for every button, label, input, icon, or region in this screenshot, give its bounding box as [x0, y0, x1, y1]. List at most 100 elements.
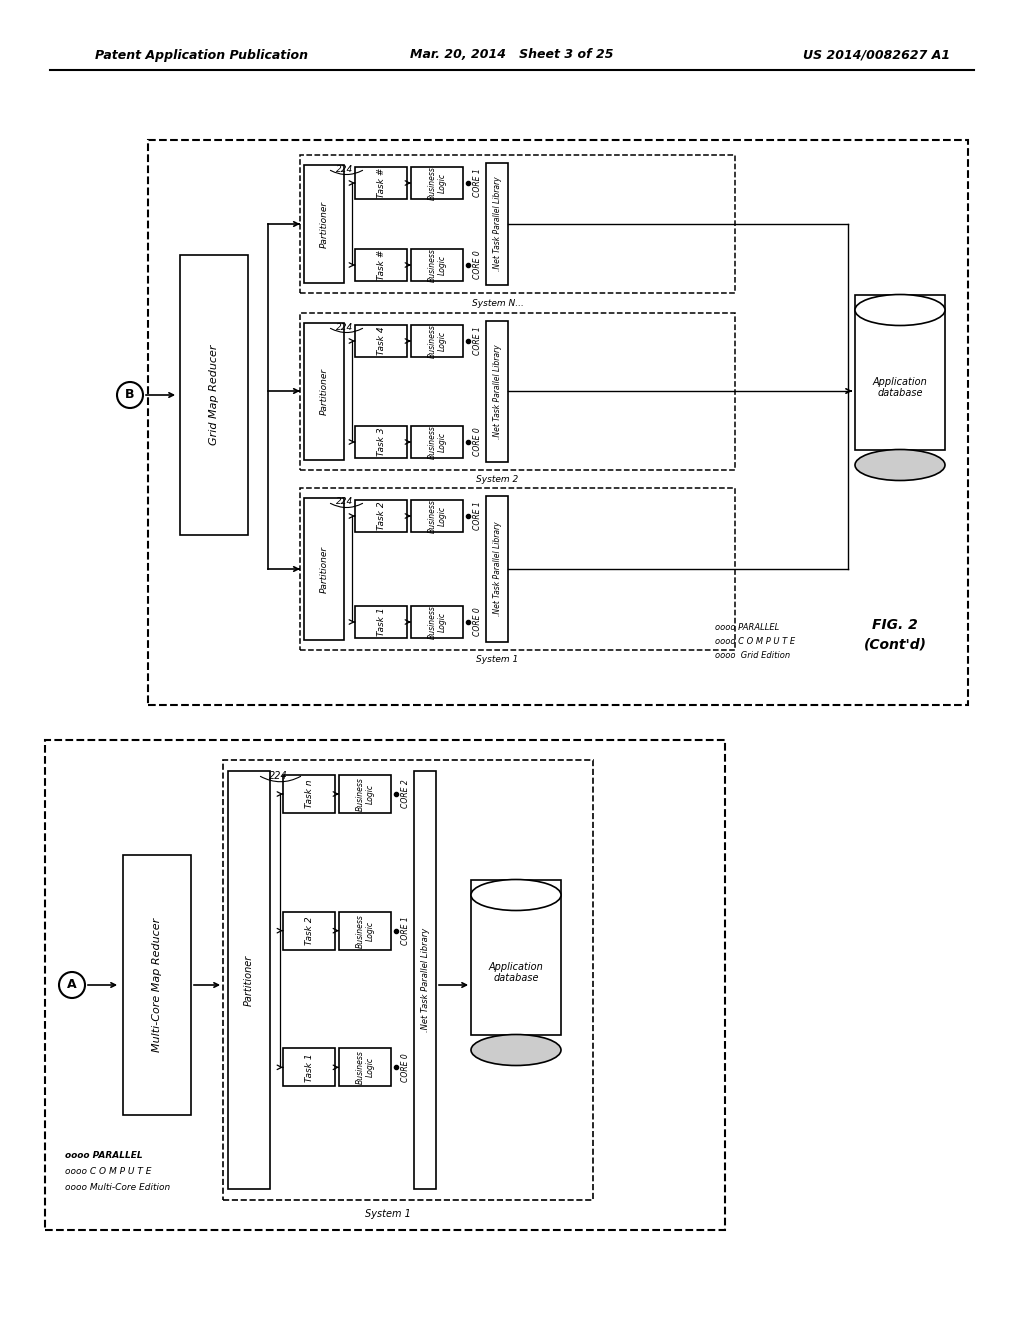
Text: Partitioner: Partitioner [244, 954, 254, 1006]
Bar [300, 154, 735, 293]
Bar [411, 249, 463, 281]
Text: Task 4: Task 4 [377, 326, 385, 355]
Bar [355, 168, 407, 199]
Bar [411, 325, 463, 356]
Text: Business
Logic: Business Logic [427, 605, 446, 639]
Text: Business
Logic: Business Logic [427, 166, 446, 199]
Bar [355, 325, 407, 356]
Bar [411, 168, 463, 199]
Bar [339, 1048, 391, 1086]
Text: Partitioner: Partitioner [319, 201, 329, 248]
Text: Mar. 20, 2014   Sheet 3 of 25: Mar. 20, 2014 Sheet 3 of 25 [411, 49, 613, 62]
Text: .Net Task Parallel Library: .Net Task Parallel Library [493, 521, 502, 616]
Text: System 1: System 1 [476, 656, 518, 664]
Text: oooo PARALLEL: oooo PARALLEL [65, 1151, 142, 1159]
Text: Business
Logic: Business Logic [355, 913, 375, 948]
Bar [471, 879, 561, 1035]
Text: oooo PARALLEL: oooo PARALLEL [715, 623, 779, 632]
Bar [855, 294, 945, 450]
Text: CORE 1: CORE 1 [472, 169, 481, 198]
Bar [123, 855, 191, 1115]
Text: Multi-Core Map Reducer: Multi-Core Map Reducer [152, 917, 162, 1052]
Text: Business
Logic: Business Logic [355, 777, 375, 810]
Text: .Net Task Parallel Library: .Net Task Parallel Library [493, 345, 502, 438]
Bar [486, 321, 508, 462]
Text: Grid Map Reducer: Grid Map Reducer [209, 345, 219, 445]
Bar [411, 500, 463, 532]
Text: Business
Logic: Business Logic [427, 248, 446, 282]
Bar [355, 426, 407, 458]
Text: CORE 1: CORE 1 [472, 502, 481, 531]
Text: CORE 2: CORE 2 [400, 780, 410, 808]
Text: FIG. 2: FIG. 2 [872, 618, 918, 632]
Text: Task 1: Task 1 [304, 1053, 313, 1081]
Text: CORE 0: CORE 0 [472, 251, 481, 280]
Bar [300, 313, 735, 470]
Text: 224: 224 [268, 771, 288, 781]
Text: 224: 224 [336, 165, 353, 173]
Text: System N...: System N... [472, 298, 523, 308]
Bar [486, 496, 508, 642]
Text: Task #: Task # [377, 249, 385, 280]
Ellipse shape [471, 1035, 561, 1065]
Bar [283, 912, 335, 949]
Text: Task 3: Task 3 [377, 428, 385, 457]
Text: Application
database: Application database [488, 962, 544, 983]
Text: B: B [125, 388, 135, 401]
Text: oooo C O M P U T E: oooo C O M P U T E [715, 638, 795, 647]
Bar [304, 165, 344, 282]
Text: Patent Application Publication: Patent Application Publication [95, 49, 308, 62]
Bar [414, 771, 436, 1189]
Text: Business
Logic: Business Logic [355, 1051, 375, 1084]
Text: Application
database: Application database [872, 376, 928, 399]
Text: Task 2: Task 2 [377, 502, 385, 531]
Text: oooo Multi-Core Edition: oooo Multi-Core Edition [65, 1183, 170, 1192]
Text: Task n: Task n [304, 780, 313, 808]
Bar [411, 426, 463, 458]
Text: .Net Task Parallel Library: .Net Task Parallel Library [493, 177, 502, 272]
Bar [300, 488, 735, 649]
Text: Task #: Task # [377, 168, 385, 198]
Text: .Net Task Parallel Library: .Net Task Parallel Library [421, 928, 429, 1032]
Bar [304, 498, 344, 640]
Bar [411, 606, 463, 638]
Bar [223, 760, 593, 1200]
Text: (Cont'd): (Cont'd) [863, 638, 927, 652]
Text: CORE 1: CORE 1 [400, 916, 410, 945]
Bar [355, 606, 407, 638]
Ellipse shape [855, 294, 945, 326]
Text: 224: 224 [336, 322, 353, 331]
Text: US 2014/0082627 A1: US 2014/0082627 A1 [803, 49, 950, 62]
Text: Partitioner: Partitioner [319, 368, 329, 414]
Ellipse shape [855, 450, 945, 480]
Text: CORE 0: CORE 0 [400, 1053, 410, 1081]
Bar [148, 140, 968, 705]
Text: System 1: System 1 [366, 1209, 411, 1218]
Text: A: A [68, 978, 77, 991]
Bar [486, 162, 508, 285]
Text: Business
Logic: Business Logic [427, 425, 446, 459]
Bar [339, 775, 391, 813]
Bar [355, 249, 407, 281]
Bar [304, 323, 344, 459]
Text: Business
Logic: Business Logic [427, 499, 446, 533]
Text: 224: 224 [336, 498, 353, 507]
Text: Business
Logic: Business Logic [427, 325, 446, 358]
Text: oooo C O M P U T E: oooo C O M P U T E [65, 1167, 152, 1176]
Bar [45, 741, 725, 1230]
Text: Partitioner: Partitioner [319, 545, 329, 593]
Text: CORE 0: CORE 0 [472, 607, 481, 636]
Ellipse shape [471, 879, 561, 911]
Bar [283, 775, 335, 813]
Text: Task 1: Task 1 [377, 607, 385, 636]
Text: Task 2: Task 2 [304, 916, 313, 945]
Bar [180, 255, 248, 535]
Bar [355, 500, 407, 532]
Text: CORE 0: CORE 0 [472, 428, 481, 457]
Text: oooo  Grid Edition: oooo Grid Edition [715, 652, 791, 660]
Bar [228, 771, 270, 1189]
Text: CORE 1: CORE 1 [472, 326, 481, 355]
Bar [339, 912, 391, 949]
Bar [283, 1048, 335, 1086]
Text: System 2: System 2 [476, 475, 518, 484]
